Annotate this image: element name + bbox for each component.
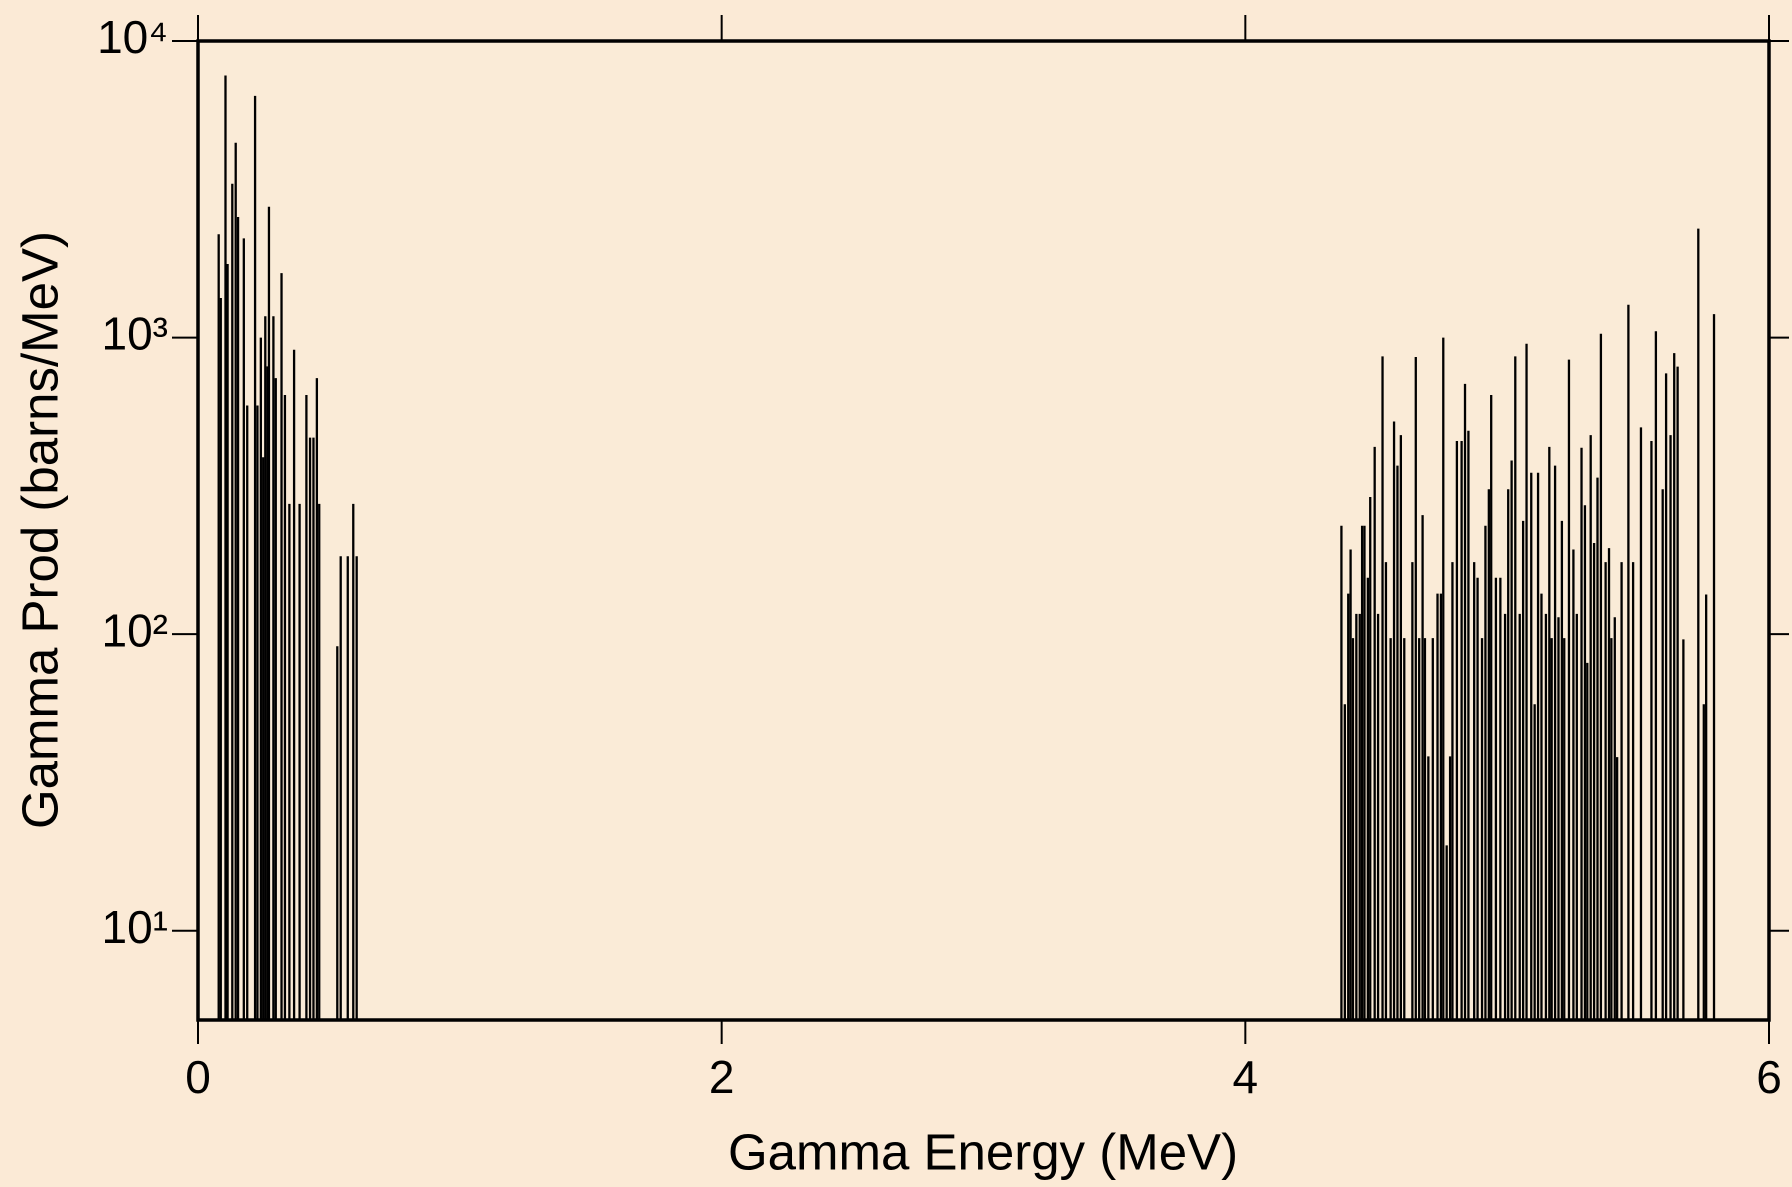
y-tick-label: 10³ — [102, 308, 168, 360]
x-axis-title: Gamma Energy (MeV) — [728, 1123, 1238, 1180]
plot-frame — [196, 39, 1771, 1022]
x-tick-label: 6 — [1756, 1051, 1782, 1103]
y-tick-label: 10¹ — [102, 901, 168, 953]
y-axis-title: Gamma Prod (barns/MeV) — [11, 231, 68, 829]
x-tick-label: 4 — [1233, 1051, 1259, 1103]
x-tick-label: 2 — [709, 1051, 735, 1103]
y-tick-label: 10² — [102, 604, 168, 656]
plot-area — [198, 41, 1769, 1020]
y-tick-label: 10⁴ — [97, 11, 168, 63]
x-tick-label: 0 — [185, 1051, 211, 1103]
